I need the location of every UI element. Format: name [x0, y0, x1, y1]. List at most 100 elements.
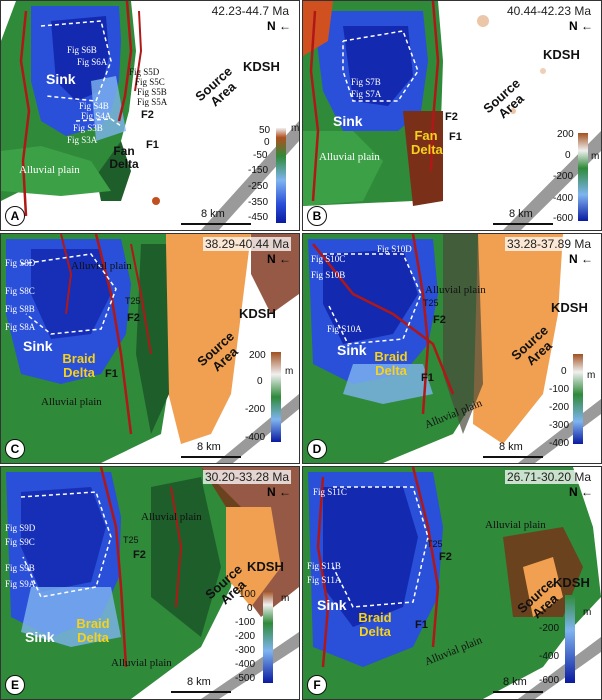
- north-arrow-label: N ←: [568, 252, 593, 266]
- alluvial-plain-label: Alluvial plain: [485, 519, 546, 531]
- colorbar-tick: -600: [553, 213, 574, 224]
- braid-delta-label: Braid Delta: [358, 610, 392, 639]
- panel-letter: D: [307, 439, 327, 459]
- colorbar-tick: -600: [539, 675, 560, 686]
- fault-f2-label: F2: [433, 314, 446, 326]
- fan-delta-label: Fan Delta: [411, 128, 443, 157]
- fan-delta-label: Fan Delta: [109, 144, 139, 171]
- colorbar-tick: -400: [235, 659, 256, 670]
- fig-ref: Fig S8C: [5, 286, 35, 296]
- fig-ref: Fig S9C: [5, 537, 35, 547]
- fault-f2-label: F2: [439, 551, 452, 563]
- map-panel-c: 38.29-40.44 Ma N ← KDSH Source Area Sink…: [0, 233, 300, 464]
- paleogeomorphic-map-b: [303, 1, 601, 230]
- fig-ref: Fig S8B: [5, 304, 35, 314]
- scale-label: 8 km: [509, 208, 533, 220]
- map-panel-e: 30.20-33.28 Ma N ← KDSH Source Area Sink…: [0, 466, 300, 700]
- braid-delta-label: Braid Delta: [62, 351, 96, 380]
- alluvial-plain-label: Alluvial plain: [19, 164, 80, 176]
- colorbar-unit: m: [291, 123, 300, 134]
- colorbar-tick: -450: [248, 212, 269, 223]
- alluvial-plain-label: Alluvial plain: [71, 260, 132, 272]
- kdsh-label: KDSH: [239, 306, 276, 321]
- fig-ref: Fig S10A: [327, 324, 362, 334]
- fault-f2-label: F2: [141, 109, 154, 121]
- kdsh-label: KDSH: [243, 59, 280, 74]
- fig-ref: Fig S4A: [81, 111, 112, 121]
- colorbar-tick: 0: [257, 376, 263, 387]
- colorbar-tick: -200: [245, 404, 266, 415]
- colorbar-tick: -400: [549, 438, 570, 449]
- alluvial-plain-label: Alluvial plain: [111, 657, 172, 669]
- kdsh-label: KDSH: [543, 47, 580, 62]
- fig-ref: Fig S6B: [67, 45, 97, 55]
- fault-f1-label: F1: [421, 372, 434, 384]
- scale-label: 8 km: [201, 208, 225, 220]
- sink-label: Sink: [337, 342, 367, 358]
- colorbar-unit: m: [583, 607, 592, 618]
- sink-label: Sink: [317, 597, 347, 613]
- fig-ref: Fig S11A: [307, 575, 342, 585]
- colorbar-tick: -400: [539, 651, 560, 662]
- braid-delta-label: Braid Delta: [76, 616, 110, 645]
- panel-letter: E: [5, 675, 25, 695]
- colorbar-tick: -200: [235, 631, 256, 642]
- fault-f1-label: F1: [105, 368, 118, 380]
- kdsh-label: KDSH: [247, 559, 284, 574]
- alluvial-plain-label: Alluvial plain: [141, 511, 202, 523]
- scale-bar: [171, 691, 231, 693]
- t25-label: T25: [123, 535, 139, 545]
- fig-ref: Fig S7A: [351, 89, 382, 99]
- scale-bar: [493, 691, 543, 693]
- fault-f2-label: F2: [445, 111, 458, 123]
- fig-ref: Fig S5C: [135, 77, 165, 87]
- map-panel-b: 40.44-42.23 Ma N ← KDSH Source Area Sink…: [302, 0, 602, 231]
- colorbar-tick: -100: [235, 617, 256, 628]
- fig-ref: Fig S3B: [73, 123, 103, 133]
- colorbar-tick: -300: [549, 420, 570, 431]
- age-label: 38.29-40.44 Ma: [202, 237, 291, 251]
- sink-label: Sink: [23, 338, 53, 354]
- alluvial-plain-label: Alluvial plain: [319, 151, 380, 163]
- north-arrow-label: N ←: [266, 19, 291, 33]
- paleogeomorphic-map-f: [303, 467, 601, 699]
- fig-ref: Fig S9D: [5, 523, 36, 533]
- colorbar-tick: 200: [249, 350, 266, 361]
- paleogeomorphic-map-d: [303, 234, 601, 463]
- colorbar-unit: m: [587, 370, 596, 381]
- fault-f1-label: F1: [146, 139, 159, 151]
- fig-ref: Fig S8A: [5, 322, 36, 332]
- colorbar-unit: m: [591, 151, 600, 162]
- colorbar-unit: m: [281, 593, 290, 604]
- map-panel-d: 33.28-37.89 Ma N ← KDSH Source Area Sink…: [302, 233, 602, 464]
- fault-f2-label: F2: [127, 312, 140, 324]
- alluvial-plain-label: Alluvial plain: [425, 284, 486, 296]
- colorbar-tick: 0: [565, 150, 571, 161]
- sink-label: Sink: [46, 71, 76, 87]
- scale-label: 8 km: [187, 676, 211, 688]
- colorbar-tick: 100: [239, 589, 256, 600]
- fault-f2-label: F2: [133, 549, 146, 561]
- braid-delta-label: Braid Delta: [374, 349, 408, 378]
- colorbar-tick: -100: [549, 384, 570, 395]
- fault-f1-label: F1: [449, 131, 462, 143]
- fig-ref: Fig S10D: [377, 244, 412, 254]
- fig-ref: Fig S9A: [5, 579, 36, 589]
- fig-ref: Fig S7B: [351, 77, 381, 87]
- north-arrow-label: N ←: [568, 19, 593, 33]
- scale-bar: [181, 456, 241, 458]
- t25-label: T25: [125, 296, 141, 306]
- age-label: 26.71-30.20 Ma: [504, 470, 593, 484]
- age-label: 33.28-37.89 Ma: [504, 237, 593, 251]
- colorbar-tick: -150: [248, 165, 269, 176]
- colorbar-tick: 0: [247, 603, 253, 614]
- colorbar-tick: -200: [549, 402, 570, 413]
- colorbar-tick: 0: [264, 137, 270, 148]
- scale-bar: [483, 456, 543, 458]
- colorbar-tick: -350: [248, 197, 269, 208]
- kdsh-label: KDSH: [553, 575, 590, 590]
- sink-label: Sink: [333, 113, 363, 129]
- kdsh-label: KDSH: [551, 300, 588, 315]
- colorbar-tick: -250: [248, 181, 269, 192]
- colorbar-tick: -400: [553, 193, 574, 204]
